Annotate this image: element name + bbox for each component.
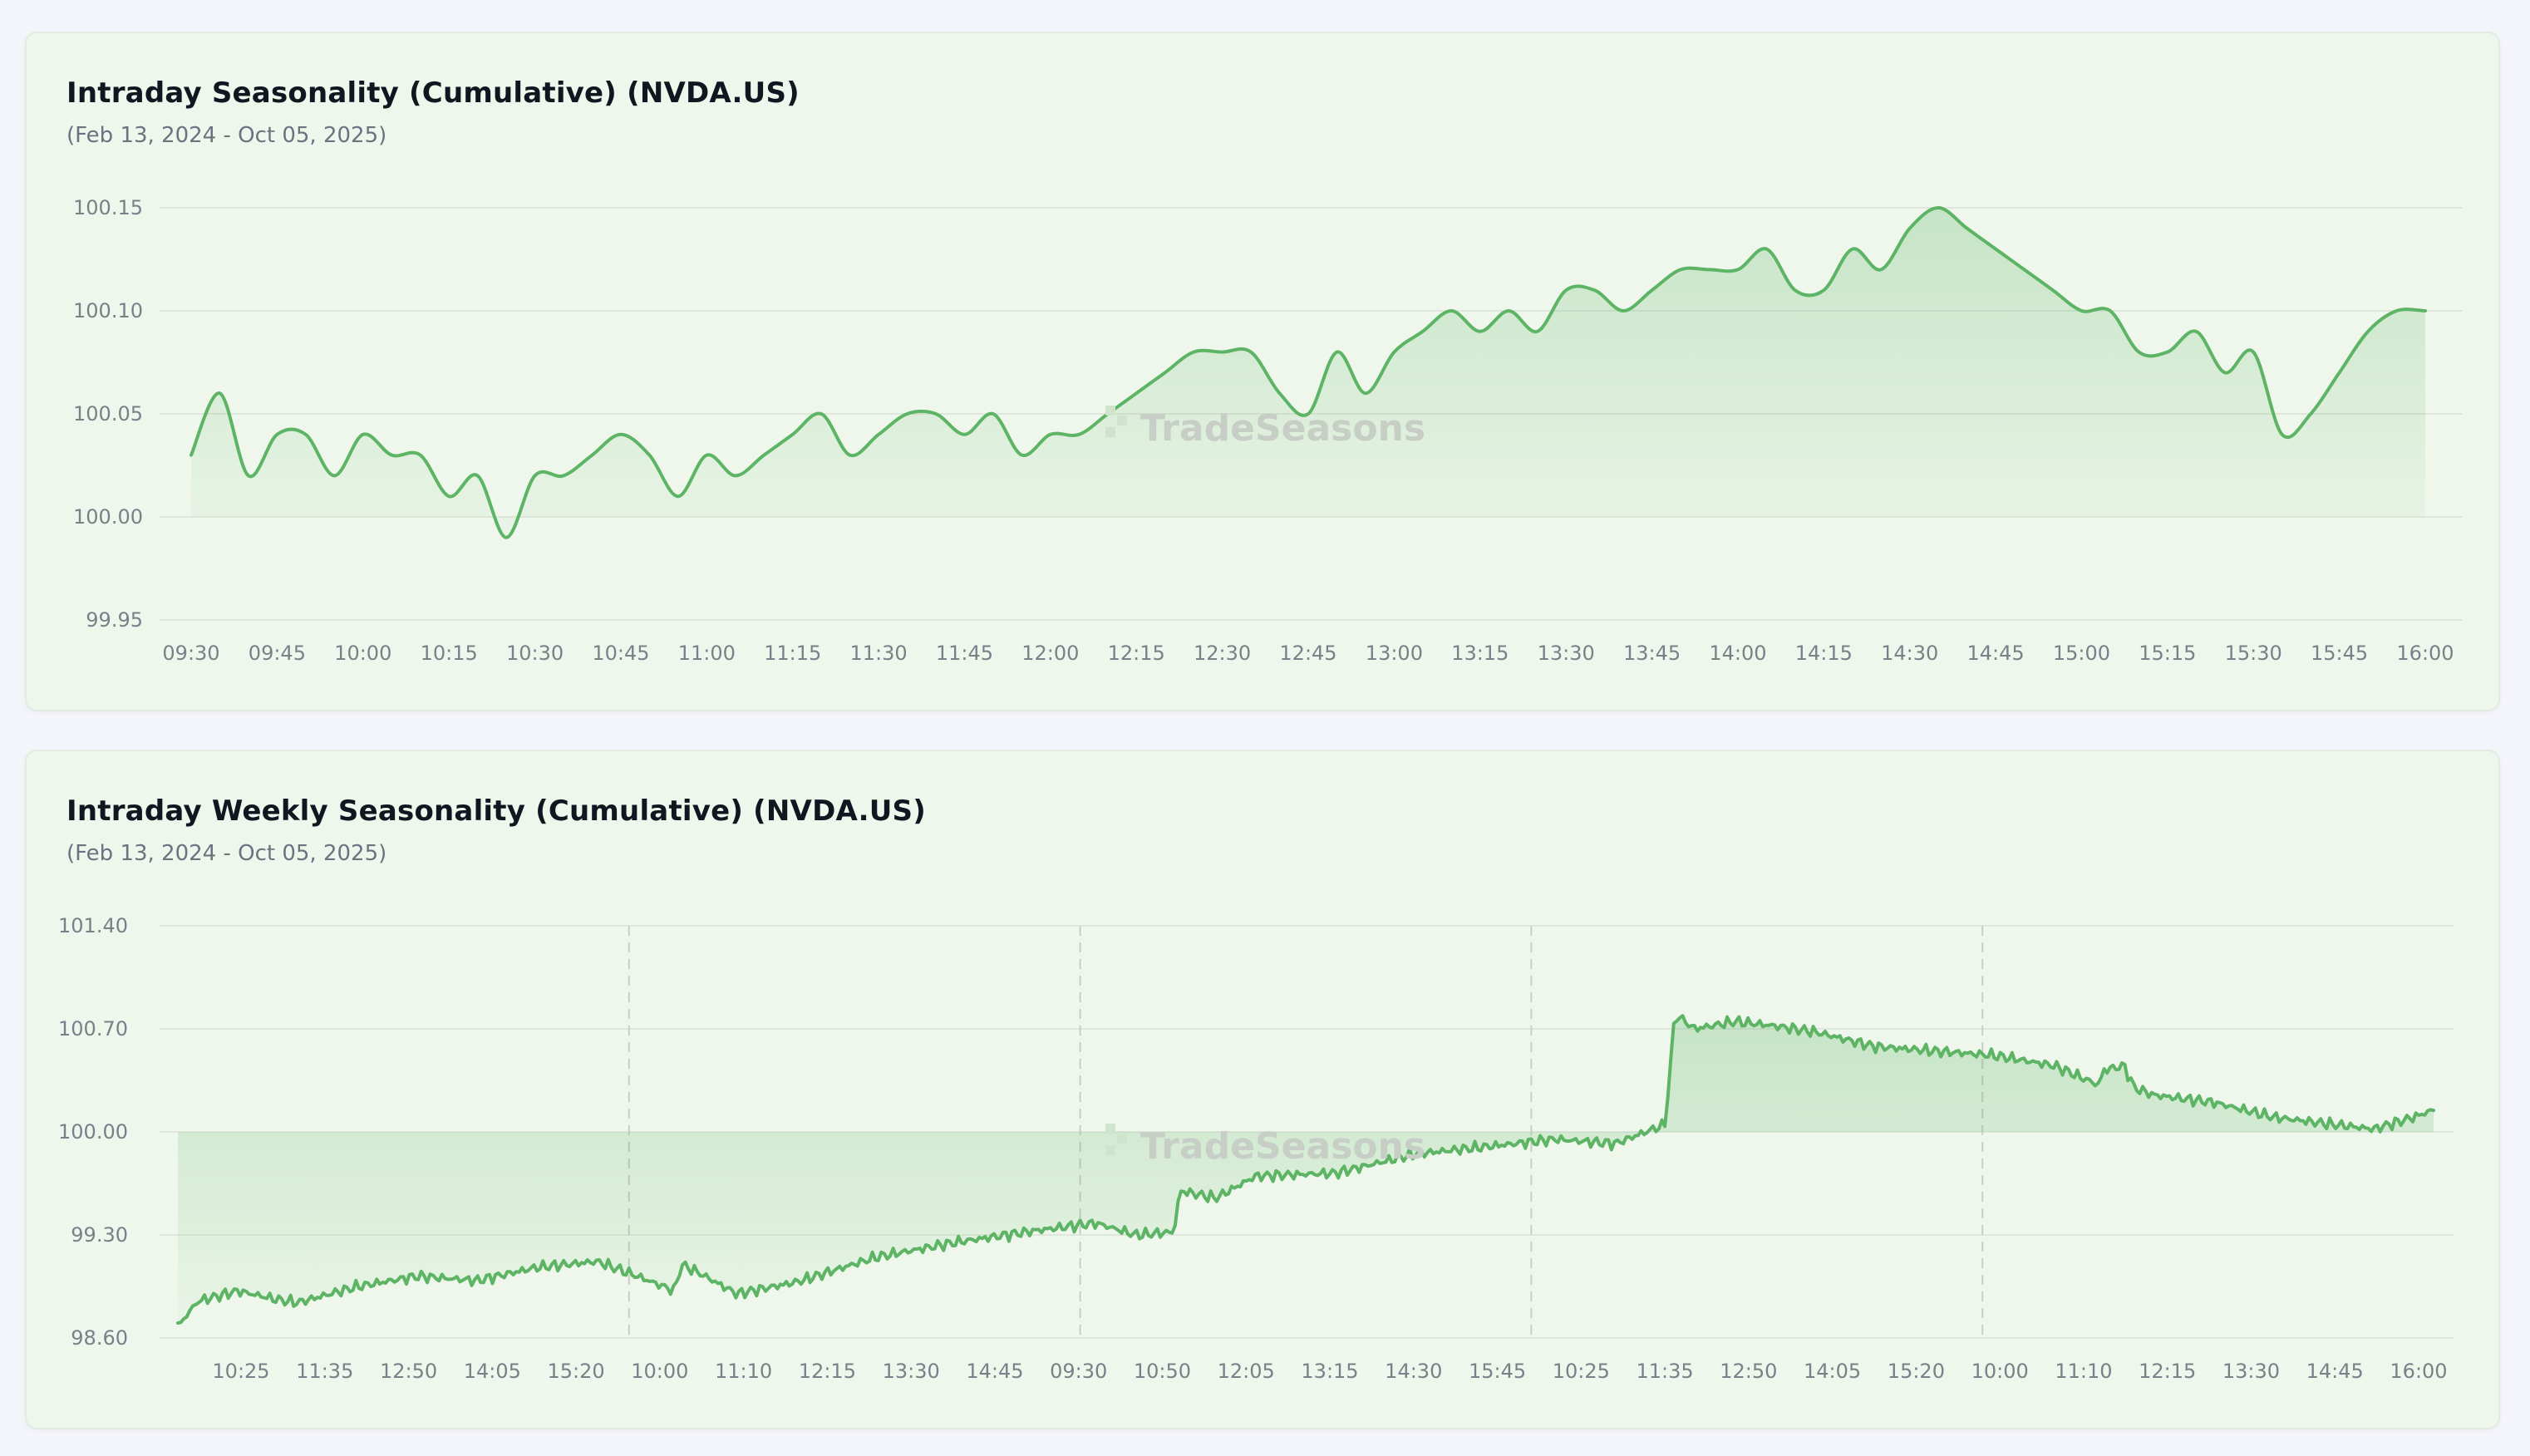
x-tick-label: 14:15 [1795,642,1853,665]
x-tick-label: 12:15 [2139,1360,2196,1383]
x-tick-label: 13:45 [1623,642,1681,665]
x-tick-label: 11:30 [849,642,907,665]
x-tick-label: 10:50 [1134,1360,1191,1383]
x-tick-label: 12:00 [1021,642,1079,665]
x-tick-label: 11:35 [1636,1360,1693,1383]
x-tick-label: 15:30 [2225,642,2282,665]
x-tick-label: 15:20 [547,1360,604,1383]
watermark-logo-icon [1105,427,1115,437]
watermark: TradeSeasons [1140,407,1425,450]
x-tick-label: 10:15 [421,642,478,665]
intraday-weekly-seasonality-card: Intraday Weekly Seasonality (Cumulative)… [25,750,2500,1429]
series-line [176,1014,2435,1325]
x-tick-label: 09:45 [249,642,306,665]
chart-subtitle: (Feb 13, 2024 - Oct 05, 2025) [66,123,387,148]
x-tick-label: 13:30 [883,1360,940,1383]
x-tick-label: 10:25 [212,1360,269,1383]
x-tick-label: 11:35 [296,1360,353,1383]
x-tick-label: 11:45 [936,642,993,665]
x-tick-label: 12:30 [1194,642,1251,665]
watermark-logo-icon [1117,1134,1127,1144]
x-tick-label: 12:50 [380,1360,437,1383]
x-tick-label: 13:15 [1301,1360,1358,1383]
x-tick-label: 09:30 [162,642,219,665]
x-tick-label: 11:00 [678,642,736,665]
chart-subtitle: (Feb 13, 2024 - Oct 05, 2025) [66,841,387,866]
watermark-logo-icon [1117,416,1127,425]
watermark-logo-icon [1105,1124,1115,1134]
y-tick-label: 98.60 [71,1326,128,1350]
series-area [191,208,2425,538]
x-tick-label: 12:45 [1279,642,1336,665]
x-tick-label: 13:30 [2222,1360,2280,1383]
x-tick-label: 13:30 [1538,642,1595,665]
y-tick-label: 100.05 [73,402,143,425]
watermark-logo-icon [1105,1145,1115,1155]
x-tick-label: 12:15 [799,1360,856,1383]
y-tick-label: 100.00 [73,505,143,529]
watermark: TradeSeasons [1140,1125,1425,1168]
x-tick-label: 14:30 [1881,642,1938,665]
x-tick-label: 15:20 [1888,1360,1945,1383]
x-tick-label: 11:10 [2055,1360,2112,1383]
x-tick-label: 14:05 [464,1360,521,1383]
x-tick-label: 11:10 [715,1360,772,1383]
x-tick-label: 10:25 [1553,1360,1610,1383]
x-tick-label: 14:00 [1709,642,1766,665]
x-tick-label: 12:50 [1720,1360,1777,1383]
x-tick-label: 16:00 [2396,642,2454,665]
x-tick-label: 16:00 [2390,1360,2447,1383]
x-tick-label: 10:45 [592,642,649,665]
x-tick-label: 15:45 [2311,642,2368,665]
y-tick-label: 100.00 [58,1120,128,1144]
x-tick-label: 10:00 [1971,1360,2029,1383]
series-line [190,206,2427,539]
x-tick-label: 15:45 [1469,1360,1526,1383]
x-tick-label: 15:00 [2053,642,2110,665]
intraday-weekly-seasonality-chart: 101.40 100.70 100.00 99.30 98.60 10:25 11:35 12… [58,914,2454,1383]
y-tick-label: 99.30 [71,1223,128,1247]
y-tick-label: 101.40 [58,914,128,937]
x-tick-label: 14:05 [1804,1360,1861,1383]
x-tick-label: 11:15 [764,642,821,665]
x-tick-label: 14:45 [966,1360,1023,1383]
y-tick-label: 100.10 [73,299,143,322]
x-tick-label: 15:15 [2139,642,2196,665]
chart-title: Intraday Weekly Seasonality (Cumulative)… [66,794,926,828]
x-tick-label: 13:00 [1366,642,1423,665]
x-tick-label: 14:45 [1966,642,2024,665]
intraday-seasonality-chart: 100.15 100.10 100.05 100.00 99.95 09:30 09:45 1… [73,196,2462,665]
series-area [178,1016,2434,1323]
intraday-seasonality-card: Intraday Seasonality (Cumulative) (NVDA.… [25,32,2500,711]
x-tick-label: 14:30 [1385,1360,1442,1383]
x-tick-label: 13:15 [1451,642,1509,665]
x-tick-label: 09:30 [1050,1360,1107,1383]
watermark-logo-icon [1105,406,1115,416]
x-tick-label: 10:00 [631,1360,688,1383]
x-tick-label: 12:05 [1218,1360,1275,1383]
y-tick-label: 100.70 [58,1017,128,1040]
x-tick-label: 10:30 [506,642,564,665]
chart-title: Intraday Seasonality (Cumulative) (NVDA.… [66,76,800,110]
y-tick-label: 100.15 [73,196,143,219]
y-tick-label: 99.95 [86,608,143,632]
x-tick-label: 12:15 [1108,642,1165,665]
x-tick-label: 14:45 [2306,1360,2364,1383]
x-tick-label: 10:00 [334,642,391,665]
